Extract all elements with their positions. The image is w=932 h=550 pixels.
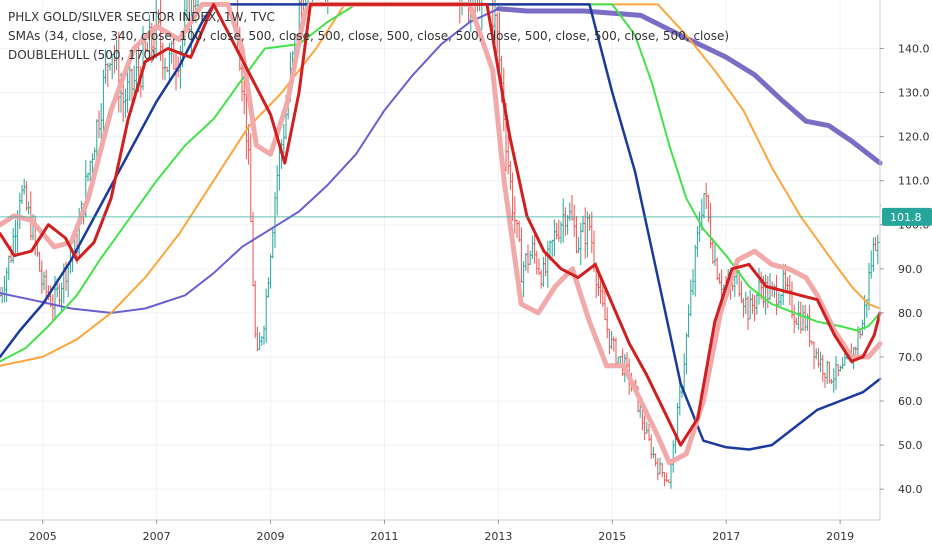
x-tick-label: 2019 bbox=[826, 530, 854, 543]
x-tick-label: 2013 bbox=[484, 530, 512, 543]
series-line-5 bbox=[0, 3, 882, 451]
series-line-1 bbox=[495, 6, 883, 166]
y-tick-label: 80.0 bbox=[898, 307, 923, 320]
y-axis: 40.050.060.070.080.090.0100.0110.0120.01… bbox=[879, 0, 930, 520]
last-price-tag: 101.8 bbox=[882, 207, 932, 226]
x-axis: 2005 2007 2009 2011 2013 2015 2017 2019 bbox=[0, 519, 880, 543]
y-tick-label: 120.0 bbox=[898, 131, 930, 144]
legend-title: PHLX GOLD/SILVER SECTOR INDEX, 1W, TVC bbox=[8, 10, 275, 24]
indicator-lines bbox=[0, 1, 883, 466]
y-tick-label: 70.0 bbox=[898, 351, 923, 364]
last-price-tag-box bbox=[882, 207, 932, 226]
x-tick-label: 2005 bbox=[29, 530, 57, 543]
y-tick-label: 90.0 bbox=[898, 263, 923, 276]
y-tick-label: 60.0 bbox=[898, 395, 923, 408]
series-line-4 bbox=[0, 3, 881, 363]
x-tick-label: 2015 bbox=[598, 530, 626, 543]
series-line-2 bbox=[0, 7, 500, 314]
series-line-7 bbox=[0, 2, 882, 447]
y-tick-label: 40.0 bbox=[898, 483, 923, 496]
y-tick-label: 110.0 bbox=[898, 175, 930, 188]
x-tick-label: 2011 bbox=[370, 530, 398, 543]
x-tick-label: 2017 bbox=[712, 530, 740, 543]
series-line-6 bbox=[0, 1, 883, 466]
y-tick-label: 140.0 bbox=[898, 42, 930, 55]
legend-doublehull: DOUBLEHULL (500, 170) bbox=[8, 48, 156, 62]
legend-smas: SMAs (34, close, 340, close, 100, close,… bbox=[8, 29, 730, 43]
legend: PHLX GOLD/SILVER SECTOR INDEX, 1W, TVC S… bbox=[8, 8, 729, 65]
last-price-tag-label: 101.8 bbox=[890, 211, 922, 224]
x-tick-label: 2007 bbox=[143, 530, 171, 543]
y-tick-label: 50.0 bbox=[898, 439, 923, 452]
y-tick-label: 130.0 bbox=[898, 87, 930, 100]
x-tick-label: 2009 bbox=[257, 530, 285, 543]
grid bbox=[0, 0, 880, 520]
